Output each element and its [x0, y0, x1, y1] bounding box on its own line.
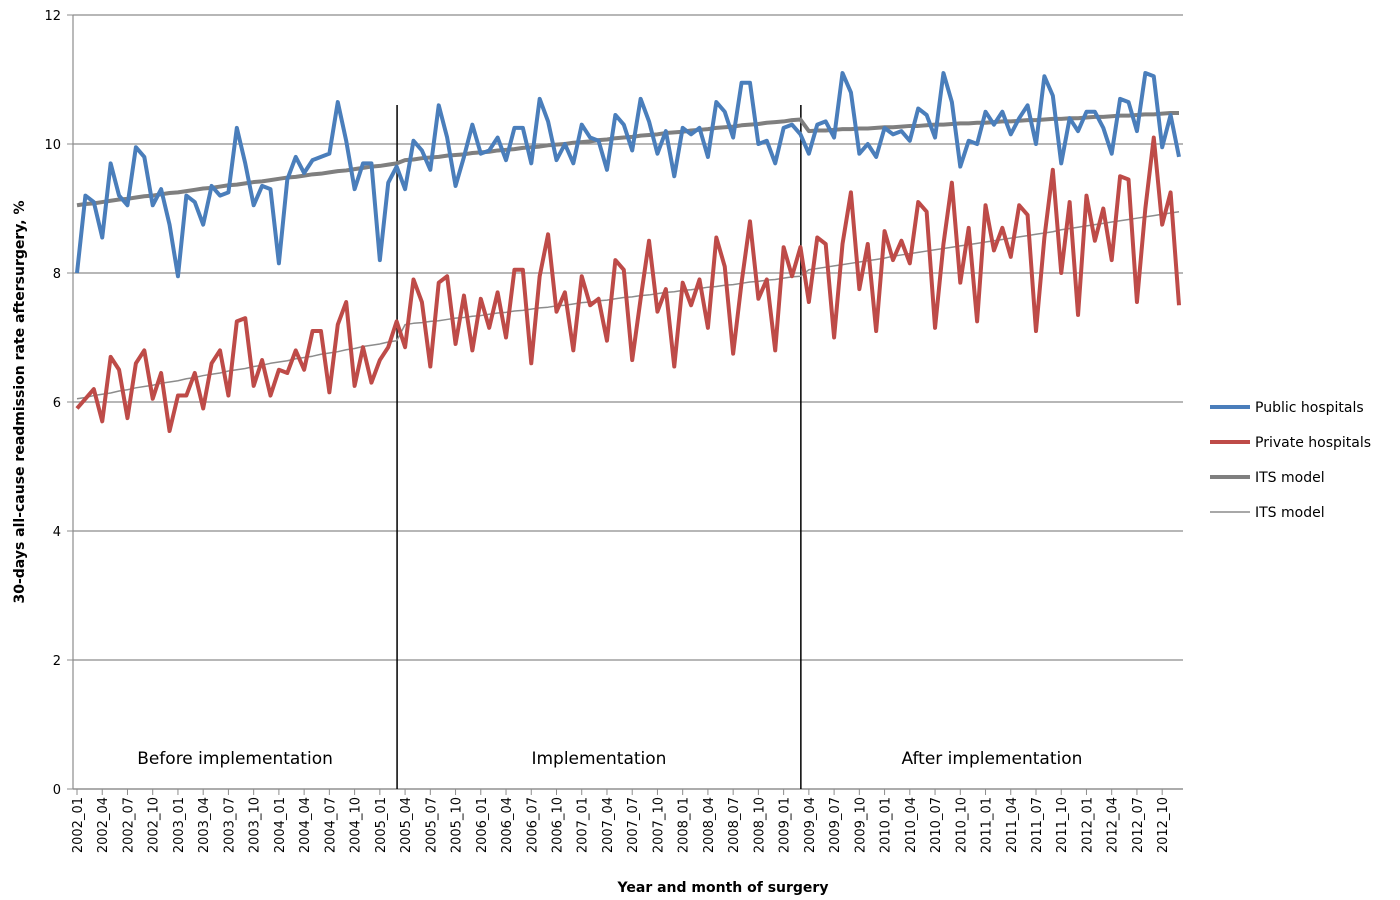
y-tick-label: 2 [53, 654, 61, 669]
y-tick-label: 10 [44, 138, 61, 153]
x-tick-label: 2008_07 [727, 797, 742, 853]
x-tick-label: 2003_07 [222, 797, 237, 853]
y-tick-label: 12 [44, 9, 61, 24]
x-tick-label: 2011_10 [1055, 797, 1070, 853]
x-tick-label: 2012_01 [1080, 797, 1095, 853]
x-tick-label: 2009_07 [828, 797, 843, 853]
series-line [75, 71, 1181, 279]
x-tick-label: 2010_04 [904, 797, 919, 853]
x-tick-label: 2010_07 [929, 797, 944, 853]
x-tick-label: 2008_01 [677, 797, 692, 853]
legend-label: ITS model [1255, 470, 1325, 486]
x-tick-label: 2007_04 [601, 797, 616, 853]
phase-label: Before implementation [137, 749, 333, 769]
x-tick-label: 2003_04 [197, 797, 212, 853]
y-tick-label: 0 [53, 783, 61, 798]
x-tick-label: 2002_07 [121, 797, 136, 853]
x-tick-label: 2009_10 [853, 797, 868, 853]
x-tick-label: 2005_07 [424, 797, 439, 853]
x-tick-label: 2004_01 [273, 797, 288, 853]
y-tick-label: 8 [53, 267, 61, 282]
y-tick-label: 6 [53, 396, 61, 411]
legend-label: Public hospitals [1255, 400, 1364, 416]
x-tick-label: 2006_04 [500, 797, 515, 853]
x-tick-label: 2007_10 [651, 797, 666, 853]
x-tick-label: 2007_01 [576, 797, 591, 853]
x-tick-label: 2003_01 [172, 797, 187, 853]
x-tick-label: 2005_01 [374, 797, 389, 853]
x-tick-label: 2003_10 [248, 797, 263, 853]
x-tick-label: 2005_04 [399, 797, 414, 853]
x-tick-label: 2002_04 [96, 797, 111, 853]
x-axis-title: Year and month of surgery [617, 880, 829, 896]
x-tick-label: 2009_01 [778, 797, 793, 853]
x-tick-label: 2004_10 [349, 797, 364, 853]
x-tick-label: 2004_07 [323, 797, 338, 853]
x-tick-label: 2007_07 [626, 797, 641, 853]
x-tick-label: 2006_07 [525, 797, 540, 853]
x-tick-label: 2008_10 [752, 797, 767, 853]
x-tick-label: 2010_01 [879, 797, 894, 853]
x-tick-label: 2005_10 [450, 797, 465, 853]
x-tick-label: 2008_04 [702, 797, 717, 853]
y-tick-label: 4 [53, 525, 61, 540]
phase-label: Implementation [531, 749, 666, 769]
x-tick-label: 2012_07 [1131, 797, 1146, 853]
legend-label: Private hospitals [1255, 435, 1371, 451]
x-tick-label: 2010_10 [954, 797, 969, 853]
x-tick-label: 2002_10 [147, 797, 162, 853]
legend-label: ITS model [1255, 505, 1325, 521]
x-tick-label: 2011_01 [980, 797, 995, 853]
x-tick-label: 2006_01 [475, 797, 490, 853]
x-tick-label: 2002_01 [71, 797, 86, 853]
x-tick-label: 2009_04 [803, 797, 818, 853]
x-tick-label: 2011_07 [1030, 797, 1045, 853]
x-tick-label: 2012_10 [1156, 797, 1171, 853]
series-line [75, 135, 1181, 434]
x-tick-label: 2012_04 [1106, 797, 1121, 853]
x-tick-label: 2011_04 [1005, 797, 1020, 853]
x-tick-label: 2006_10 [550, 797, 565, 853]
y-axis-title: 30-days all-cause readmission rate after… [12, 200, 28, 603]
phase-label: After implementation [901, 749, 1082, 769]
x-tick-label: 2004_04 [298, 797, 313, 853]
